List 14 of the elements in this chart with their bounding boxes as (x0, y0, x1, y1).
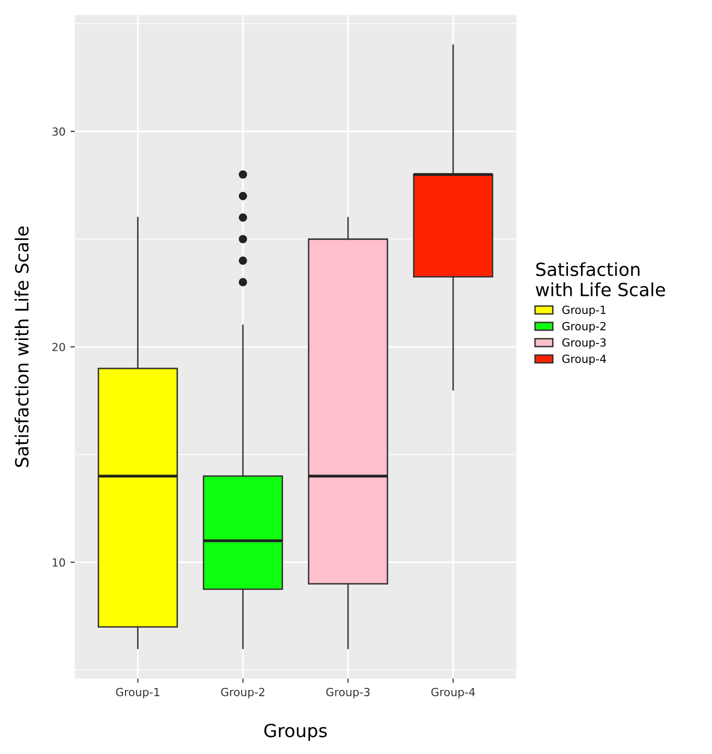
y-tick-label: 20 (52, 342, 65, 352)
y-tick-label: 10 (52, 558, 65, 567)
legend-label: Group-3 (562, 338, 606, 349)
x-tick-label: Group-3 (326, 688, 370, 698)
x-tick-label: Group-4 (431, 688, 475, 698)
legend-label: Group-2 (562, 322, 606, 333)
x-axis-title: Groups (264, 724, 327, 741)
x-tick-label: Group-1 (116, 688, 160, 698)
x-tick-label: Group-2 (221, 688, 264, 698)
legend-label: Group-4 (562, 354, 606, 366)
legend-title: Satisfaction with Life Scale (536, 262, 665, 296)
legend-label: Group-1 (562, 306, 606, 316)
y-axis-title: Satisfaction with Life Scale (14, 226, 29, 467)
y-tick-label: 30 (52, 127, 65, 136)
